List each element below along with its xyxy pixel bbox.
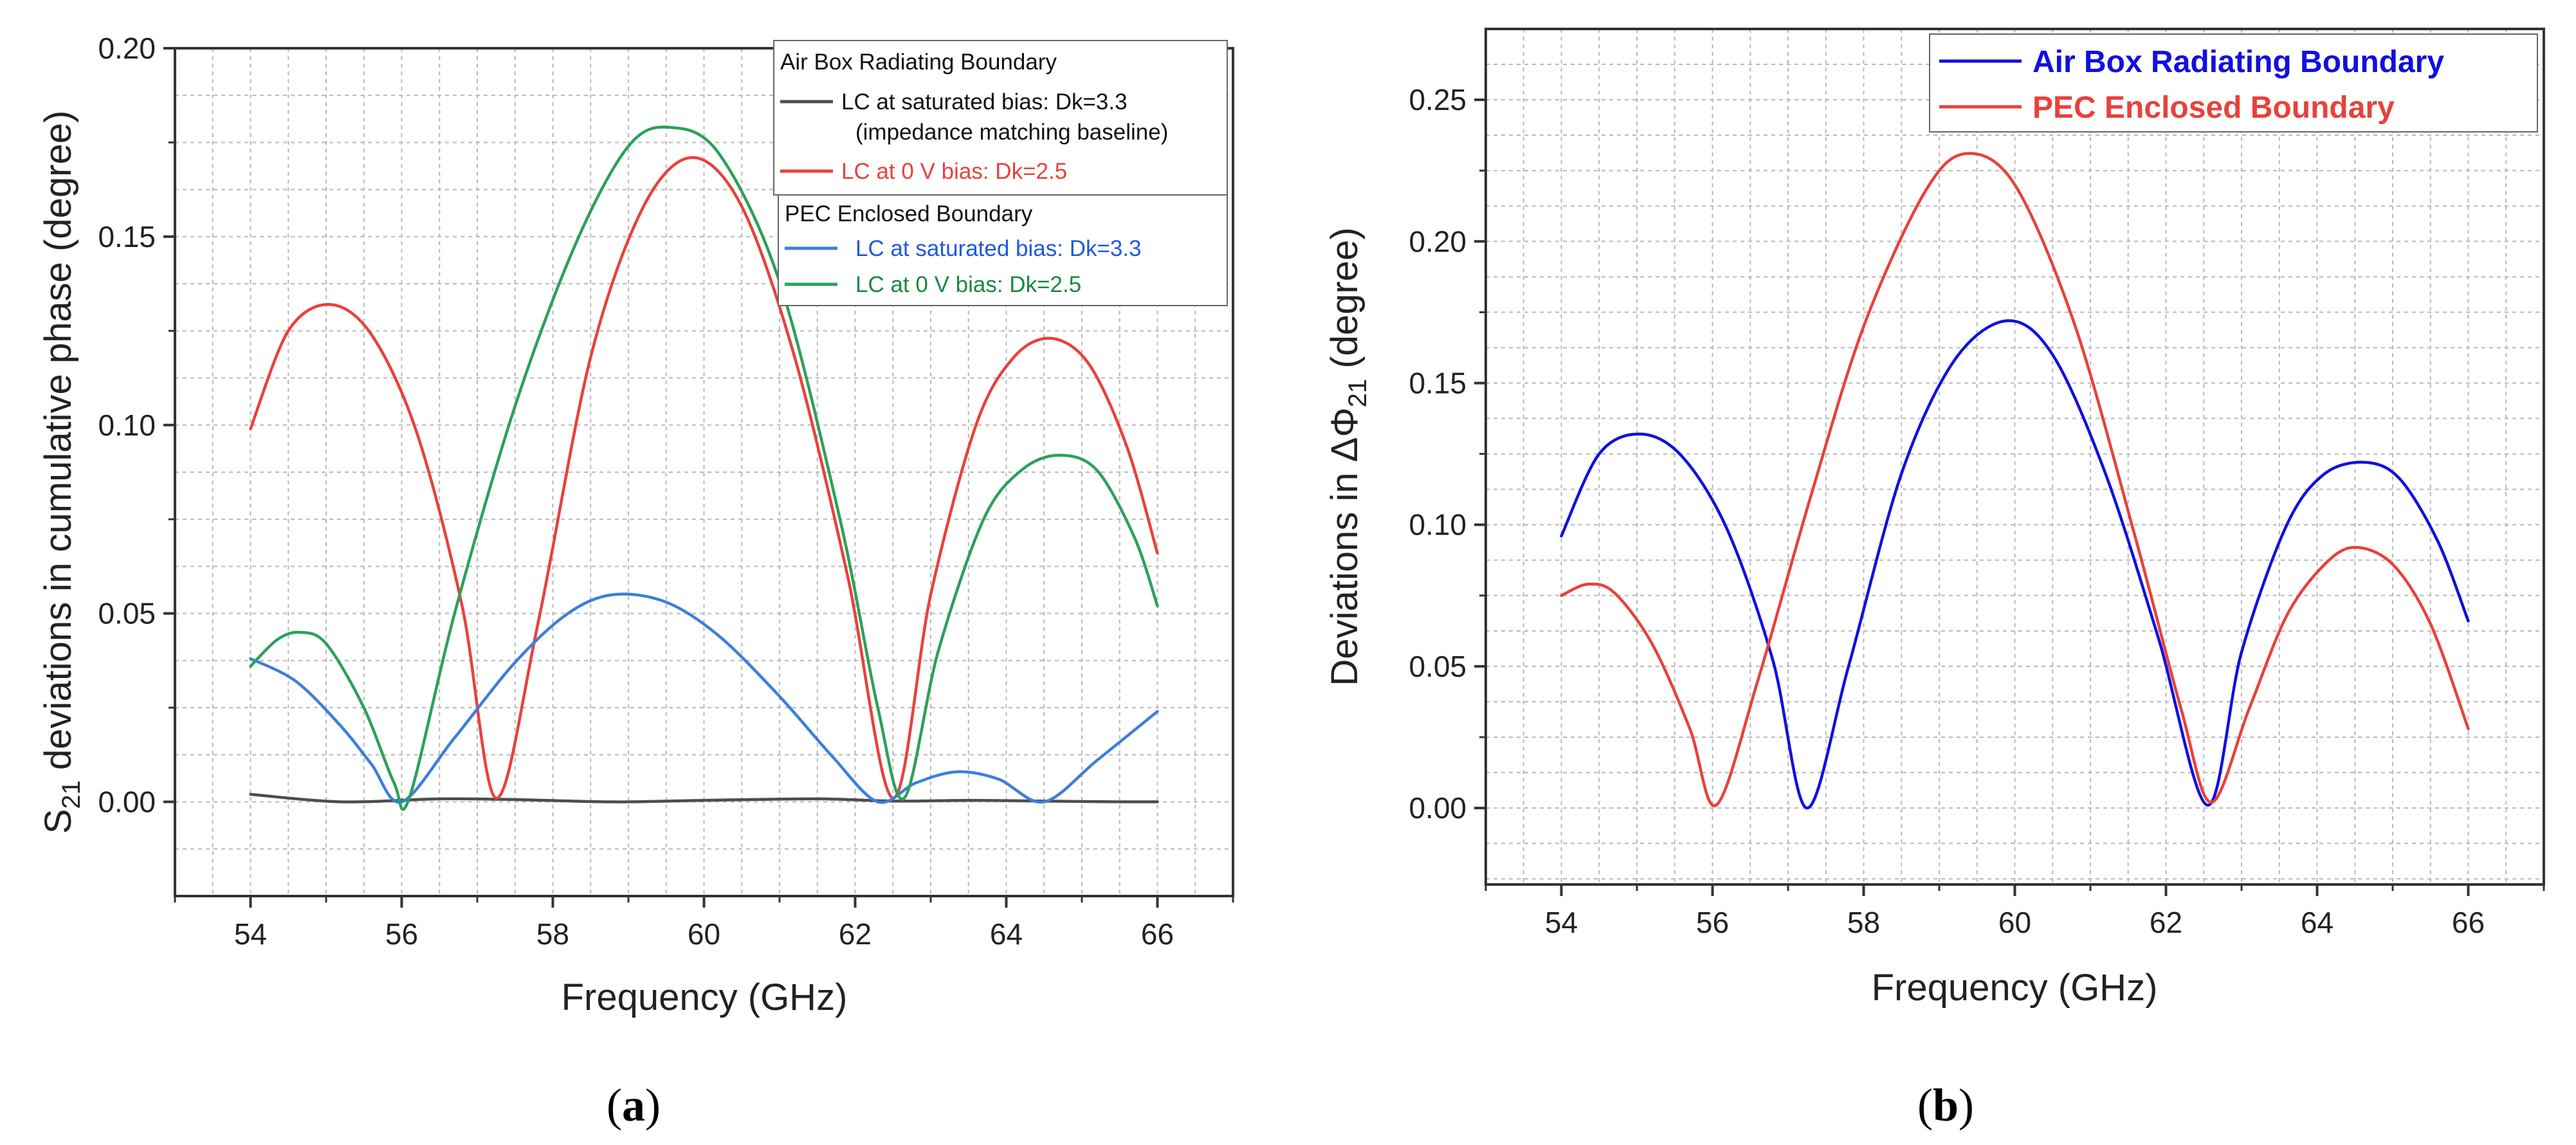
chart-a-legend-box-1 [773,40,1228,196]
chart-panel-b: 54 56 58 60 62 64 66 0.00 0.05 0.10 0.15 0.20 0.25 D… [1324,28,2545,1131]
y-tick-label: 0.05 [1409,650,1466,683]
chart-a-ticks: 54 56 58 60 62 64 66 0.00 0.05 0.10 0.15 0.20 [98,32,1234,951]
y-tick-label: 0.20 [98,32,156,65]
chart-a-legend-title-1: Air Box Radiating Boundary [780,50,1057,75]
series-line-1 [1560,152,2470,807]
x-tick-label: 66 [1141,917,1174,951]
series-line-3 [249,125,1159,811]
x-tick-label: 62 [839,917,872,951]
y-tick-label: 0.05 [98,597,156,630]
x-tick-label: 54 [1545,906,1578,939]
chart-a-legend-pec: PEC Enclosed Boundary LC at saturated bi… [778,194,1228,306]
chart-a-legend-box-2 [778,194,1228,306]
x-tick-label: 60 [1998,906,2031,939]
y-tick-label: 0.00 [1409,791,1466,825]
chart-b-xlabel: Frequency (GHz) [1872,967,2158,1009]
chart-a-legend-label-gray: LC at saturated bias: Dk=3.3 [841,89,1128,114]
x-tick-label: 56 [1696,906,1729,939]
y-tick-label: 0.00 [98,785,156,819]
chart-a-ylabel: S21 deviations in cumulative phase (degr… [37,111,86,834]
x-tick-label: 58 [536,917,569,951]
chart-a-xlabel: Frequency (GHz) [562,976,848,1018]
chart-a-legend-label-blue: LC at saturated bias: Dk=3.3 [855,236,1142,261]
chart-b-series [1560,152,2470,810]
x-tick-label: 64 [2301,906,2334,939]
chart-panel-a: 54 56 58 60 62 64 66 0.00 0.05 0.10 0.15 0.20 S21 d… [37,32,1234,1131]
x-tick-label: 62 [2150,906,2182,939]
chart-b-ylabel: Deviations in ΔΦ21 (degree) [1324,227,1372,686]
y-tick-label: 0.10 [98,408,156,442]
chart-a-series [249,125,1159,811]
x-tick-label: 56 [385,917,418,951]
chart-b-legend-box [1929,33,2538,133]
y-tick-label: 0.10 [1409,508,1466,542]
panel-label-b: (b) [1917,1079,1974,1131]
x-tick-label: 64 [990,917,1023,951]
series-line-1 [249,156,1159,800]
chart-b-gridlines [1485,28,2544,884]
chart-a-legend-label-gray-2: (impedance matching baseline) [855,120,1168,145]
chart-b-legend: Air Box Radiating Boundary PEC Enclosed … [1929,33,2538,133]
chart-a-legend-label-red: LC at 0 V bias: Dk=2.5 [841,159,1067,184]
chart-a-legend-label-green: LC at 0 V bias: Dk=2.5 [855,272,1081,297]
chart-b-legend-label-red: PEC Enclosed Boundary [2032,91,2395,125]
y-tick-label: 0.15 [1409,366,1466,399]
panel-label-a: (a) [607,1079,661,1131]
series-line-0 [1560,319,2470,810]
x-tick-label: 60 [688,917,720,951]
chart-b-legend-label-blue: Air Box Radiating Boundary [2032,45,2444,79]
chart-a-legend-airbox: Air Box Radiating Boundary LC at saturat… [773,40,1228,196]
y-tick-label: 0.15 [98,220,156,253]
x-tick-label: 58 [1847,906,1880,939]
chart-a-legend-title-2: PEC Enclosed Boundary [785,201,1033,226]
x-tick-label: 66 [2452,906,2485,939]
y-tick-label: 0.25 [1409,83,1466,116]
chart-b-ticks: 54 56 58 60 62 64 66 0.00 0.05 0.10 0.15 0.20 0.25 [1409,83,2545,939]
y-tick-label: 0.20 [1409,224,1466,258]
series-line-2 [249,592,1159,804]
x-tick-label: 54 [234,917,267,951]
